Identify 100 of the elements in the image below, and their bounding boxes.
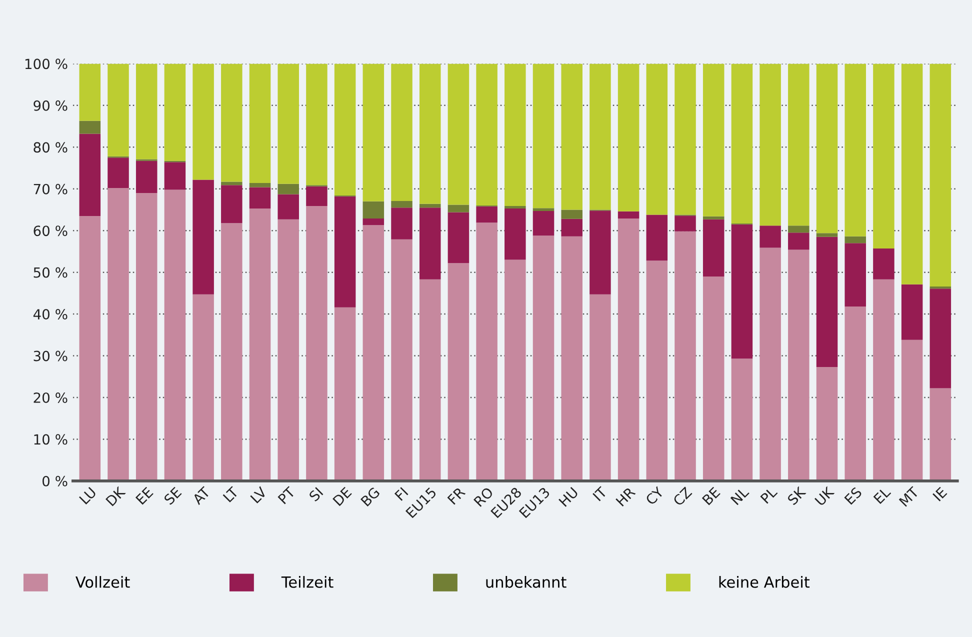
x-tick-label: PT (278, 486, 296, 504)
bar (419, 279, 441, 481)
x-tick-label: SI (308, 486, 324, 502)
bar (79, 64, 101, 121)
bar (561, 236, 582, 481)
bar (873, 279, 894, 481)
bar (306, 64, 328, 186)
bar (79, 134, 101, 216)
x-tick-label: SE (163, 486, 182, 506)
x-tick-label: FR (447, 486, 466, 505)
bar (362, 218, 384, 226)
bar (136, 193, 158, 481)
bar (590, 64, 611, 210)
bar (391, 208, 412, 240)
x-tick-label: SK (786, 486, 806, 506)
bar (930, 388, 952, 481)
bar (221, 185, 242, 224)
bar (788, 232, 810, 250)
bar (646, 260, 668, 481)
bar (901, 284, 923, 340)
bar (164, 64, 186, 161)
bar (646, 64, 668, 215)
x-tick-label: CZ (672, 486, 692, 506)
bar (532, 208, 554, 211)
bar (674, 64, 696, 215)
x-tick-label: HR (616, 486, 636, 507)
bar (192, 180, 214, 294)
bar (306, 186, 328, 206)
bar (731, 358, 753, 481)
bar (561, 218, 582, 236)
bar (362, 64, 384, 202)
x-tick-label: RO (473, 486, 494, 507)
x-tick-label: DK (106, 486, 126, 506)
bar (391, 239, 412, 481)
bar (816, 236, 838, 368)
bar (618, 211, 640, 218)
y-tick-label: 40 % (33, 309, 68, 320)
bar (674, 216, 696, 232)
y-tick-label: 20 % (34, 392, 68, 403)
bar (504, 206, 526, 208)
bar (532, 64, 554, 208)
bar (448, 204, 470, 212)
bar (249, 183, 271, 188)
x-tick-label: IE (932, 486, 948, 502)
bar (192, 64, 214, 180)
bar (873, 248, 894, 280)
x-tick-label: EE (135, 486, 154, 505)
bar (476, 206, 498, 223)
bar (391, 64, 412, 201)
x-tick-label: BG (360, 486, 380, 507)
bar (590, 210, 611, 294)
bar (618, 64, 640, 212)
x-tick-label: CY (644, 486, 665, 506)
bar (901, 340, 923, 481)
bar (760, 64, 781, 226)
y-tick-label: 50 % (34, 267, 68, 278)
y-tick-label: 0 % (42, 476, 68, 486)
bar (504, 64, 526, 206)
bar (844, 306, 866, 481)
x-tick-label: PL (760, 486, 778, 504)
bar (702, 276, 724, 481)
bar (448, 212, 470, 264)
bar (901, 64, 923, 284)
y-tick-label: 80 % (34, 142, 68, 153)
bar (221, 223, 242, 481)
bar (760, 226, 781, 248)
bar (448, 64, 470, 205)
bar (192, 294, 214, 481)
bar (278, 219, 299, 481)
bar (504, 208, 526, 260)
x-tick-label: LU (79, 486, 97, 505)
bar (391, 200, 412, 208)
bar (532, 236, 554, 481)
bar (249, 64, 271, 184)
bar (419, 204, 441, 208)
bar (731, 64, 753, 224)
bar (788, 250, 810, 481)
bar (702, 64, 724, 216)
bar (362, 201, 384, 218)
bar (646, 214, 668, 261)
bar (844, 236, 866, 244)
bar (448, 263, 470, 481)
bar (930, 64, 952, 287)
bar (590, 294, 611, 481)
bar (79, 120, 101, 134)
x-tick-label: NL (730, 486, 750, 506)
bar (476, 64, 498, 206)
bar (278, 194, 299, 220)
bar (816, 367, 838, 481)
x-tick-label: MT (898, 486, 920, 507)
bar (930, 288, 952, 388)
bar (79, 216, 101, 481)
x-tick-label: LV (250, 486, 268, 504)
bar (136, 64, 158, 160)
bar (164, 190, 186, 481)
y-tick-label: 70 % (34, 184, 68, 194)
y-tick-label: 90 % (34, 100, 68, 111)
legend-label: Vollzeit (76, 576, 130, 588)
bar (702, 216, 724, 220)
x-tick-label: BE (702, 486, 720, 506)
